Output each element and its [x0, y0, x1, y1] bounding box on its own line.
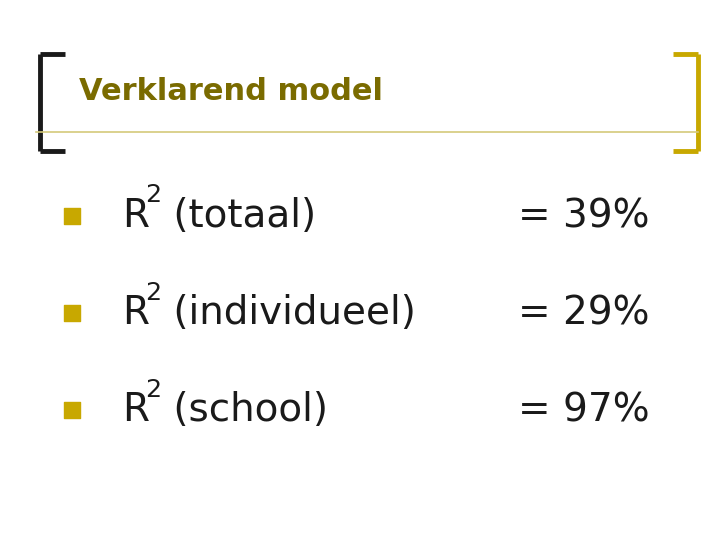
- Text: R: R: [122, 197, 150, 235]
- Text: 2: 2: [145, 378, 161, 402]
- Point: [66, 406, 78, 415]
- Text: = 29%: = 29%: [518, 294, 650, 332]
- Text: = 39%: = 39%: [518, 197, 650, 235]
- Text: R: R: [122, 392, 150, 429]
- Text: (school): (school): [161, 392, 328, 429]
- Text: Verklarend model: Verklarend model: [79, 77, 383, 106]
- Text: R: R: [122, 294, 150, 332]
- Text: 2: 2: [145, 184, 161, 207]
- Point: [66, 309, 78, 318]
- Text: (totaal): (totaal): [161, 197, 316, 235]
- Point: [66, 212, 78, 220]
- Text: (individueel): (individueel): [161, 294, 416, 332]
- Text: 2: 2: [145, 281, 161, 305]
- Text: = 97%: = 97%: [518, 392, 650, 429]
